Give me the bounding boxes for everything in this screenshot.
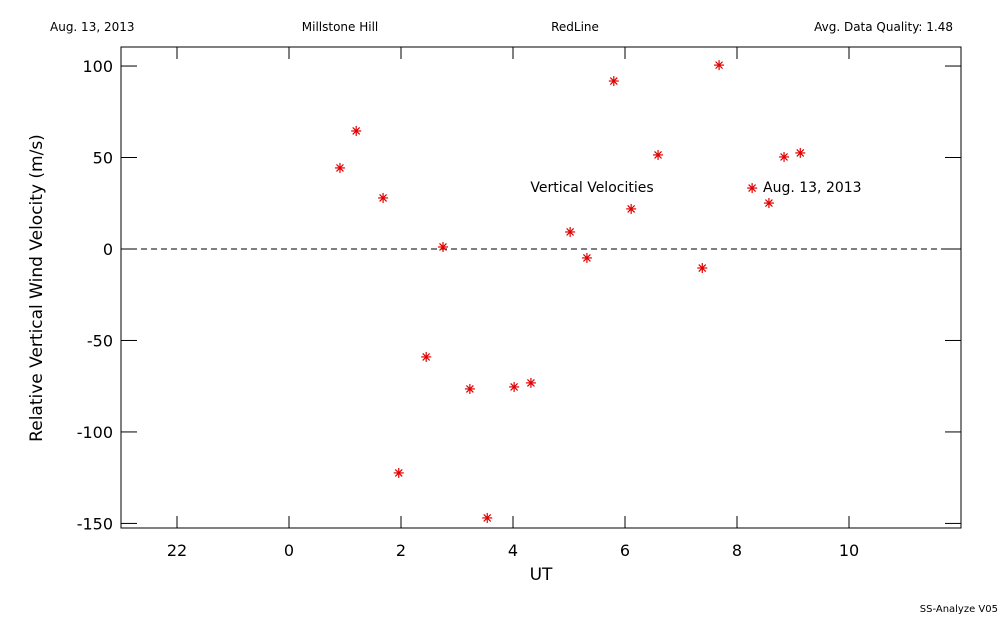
point (779, 151, 790, 162)
plot-frame (120, 46, 962, 529)
footer: SS-Analyze V05 (920, 604, 998, 615)
point-stroke (609, 77, 618, 85)
x-tick-label: 10 (839, 541, 859, 560)
point (747, 183, 758, 194)
point (421, 351, 432, 362)
point (565, 226, 576, 237)
point-stroke (748, 184, 757, 192)
x-tick-label: 2 (396, 541, 406, 560)
point-stroke (780, 153, 788, 161)
point-stroke (698, 264, 707, 272)
point (763, 198, 774, 209)
point-stroke (394, 469, 403, 477)
point (525, 377, 536, 388)
point-stroke (422, 353, 431, 361)
point (626, 203, 637, 214)
point-stroke (352, 127, 361, 135)
point-stroke (439, 243, 447, 251)
point (653, 149, 664, 160)
y-tick-label: 100 (82, 57, 113, 76)
point (351, 125, 362, 136)
y-axis-label: Relative Vertical Wind Velocity (m/s) (27, 134, 47, 442)
point-stroke (336, 164, 344, 172)
point-stroke (526, 378, 535, 387)
header-line: RedLine (551, 20, 599, 34)
y-tick-label: -100 (77, 423, 113, 442)
y-tick-label: -50 (87, 331, 113, 350)
x-tick-label: 0 (284, 541, 294, 560)
point (714, 60, 725, 71)
point (334, 162, 345, 173)
y-tick-label: -150 (77, 514, 113, 533)
point-stroke (715, 61, 724, 70)
point-stroke (796, 149, 805, 157)
annotation: Aug. 13, 2013 (763, 180, 862, 196)
point (378, 192, 389, 203)
annotation: Vertical Velocities (530, 180, 653, 196)
point-stroke (582, 254, 591, 262)
point (795, 147, 806, 158)
point (464, 383, 475, 394)
point (393, 467, 404, 478)
header-date: Aug. 13, 2013 (50, 20, 135, 34)
header-quality: Avg. Data Quality: 1.48 (814, 20, 953, 34)
point-stroke (764, 199, 773, 207)
point-stroke (627, 204, 636, 213)
point-stroke (465, 385, 474, 393)
x-tick-label: 8 (732, 541, 742, 560)
point (509, 381, 520, 392)
x-tick-label: 22 (167, 541, 187, 560)
point-stroke (654, 151, 662, 159)
y-tick-label: 50 (93, 149, 113, 168)
point (438, 241, 448, 252)
point (581, 252, 592, 263)
x-tick-label: 4 (508, 541, 518, 560)
point (482, 512, 493, 523)
point-stroke (510, 383, 519, 391)
point (608, 76, 619, 87)
y-tick-label: 0 (103, 240, 113, 259)
point (697, 263, 708, 274)
header-site: Millstone Hill (302, 20, 378, 34)
point-stroke (379, 194, 388, 202)
point-stroke (566, 228, 575, 236)
x-axis-label: UT (530, 565, 553, 585)
point-stroke (483, 514, 492, 522)
x-tick-label: 6 (620, 541, 630, 560)
